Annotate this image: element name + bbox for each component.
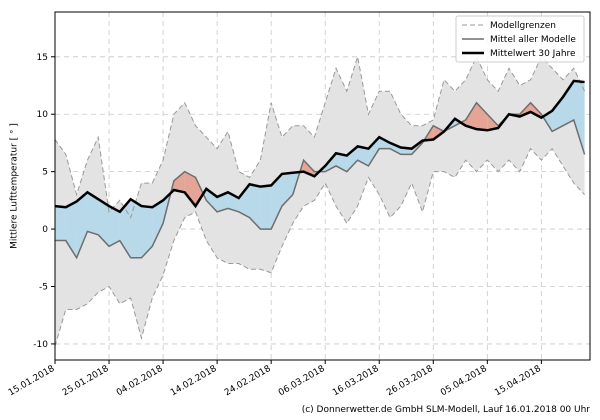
difference-fill xyxy=(98,199,110,247)
difference-fill xyxy=(87,192,99,235)
difference-fill xyxy=(238,184,250,218)
difference-fill xyxy=(109,206,120,247)
difference-fill xyxy=(573,80,585,155)
difference-fill xyxy=(130,199,142,258)
difference-fill xyxy=(390,142,401,155)
difference-fill xyxy=(368,137,380,166)
plot-frame xyxy=(54,11,591,361)
footer: (c) Donnerwetter.de GmbH SLM-Modell, Lau… xyxy=(302,405,591,415)
climate-line xyxy=(54,79,585,214)
legend-label: Mittel aller Modelle xyxy=(490,35,576,45)
legend-label: Mittelwert 30 Jahre xyxy=(490,49,576,59)
difference-fill xyxy=(271,173,282,230)
difference-fill xyxy=(217,192,228,212)
x-tick-label: 04.02.2018 xyxy=(115,364,165,399)
x-tick-label: 16.03.2018 xyxy=(331,364,381,399)
x-tick-label: 25.01.2018 xyxy=(61,364,111,399)
y-tick-label: 10 xyxy=(37,110,49,120)
difference-fill xyxy=(476,102,488,131)
difference-fill xyxy=(184,171,196,207)
difference-fill xyxy=(260,185,272,230)
x-tick-label: 24.02.2018 xyxy=(223,364,273,399)
difference-fill xyxy=(281,172,293,207)
x-tick-label: 15.01.2018 xyxy=(7,364,57,399)
y-axis-label: Mittlere Lufttemperatur [ ° ] xyxy=(10,123,20,249)
difference-fill xyxy=(55,206,66,241)
y-tick-label: -5 xyxy=(39,282,48,292)
difference-fill xyxy=(249,184,261,230)
difference-fill xyxy=(379,137,391,149)
x-tick-label: 06.03.2018 xyxy=(277,364,327,399)
y-tick-label: 15 xyxy=(37,53,48,63)
y-tick-label: -10 xyxy=(33,340,48,350)
difference-fill xyxy=(465,102,477,130)
difference-fill xyxy=(487,114,499,131)
lower-limit-line xyxy=(54,147,585,347)
upper-limit-line xyxy=(54,55,586,219)
x-tick-label: 15.04.2018 xyxy=(493,364,543,399)
difference-fill xyxy=(76,192,88,258)
legend-label: Modellgrenzen xyxy=(490,21,556,31)
difference-fill xyxy=(206,188,218,212)
difference-fill xyxy=(195,177,204,207)
difference-fill xyxy=(562,80,574,126)
y-tick-label: 0 xyxy=(42,225,48,235)
x-tick-label: 05.04.2018 xyxy=(439,364,489,399)
y-tick-label: 5 xyxy=(42,168,48,178)
x-tick-label: 14.02.2018 xyxy=(169,364,219,399)
difference-fill xyxy=(346,146,358,172)
legend-box xyxy=(455,15,585,63)
model-band xyxy=(55,56,585,347)
difference-fill xyxy=(173,171,185,193)
difference-fill xyxy=(552,96,563,132)
difference-fill xyxy=(141,206,153,258)
x-tick-label: 26.03.2018 xyxy=(385,364,435,399)
difference-fill xyxy=(152,200,164,247)
